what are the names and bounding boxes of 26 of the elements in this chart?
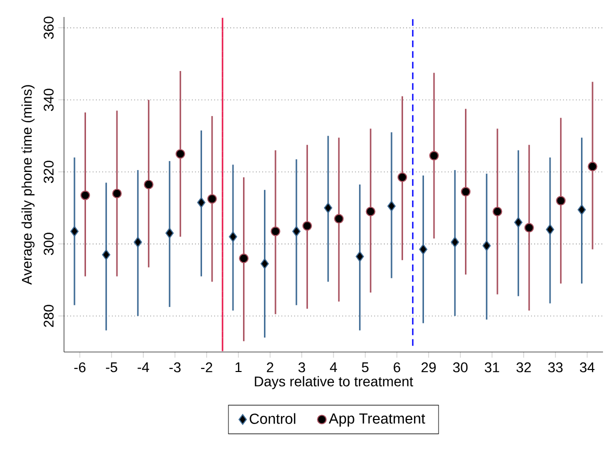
- x-axis-title: Days relative to treatment: [254, 376, 414, 390]
- y-axis-title: Average daily phone time (mins): [21, 85, 35, 285]
- x-tick-label: 1: [236, 362, 242, 372]
- x-tick-label: 33: [548, 362, 563, 372]
- x-tick-label: -2: [201, 362, 212, 372]
- x-tick-label: -3: [169, 362, 181, 372]
- x-tick-label: -6: [74, 362, 86, 372]
- x-tick-label: 34: [580, 362, 594, 372]
- y-tick-label: 340: [44, 88, 54, 111]
- y-tick-label: 280: [44, 304, 54, 327]
- x-tick-label: 31: [484, 362, 500, 372]
- x-tick-label: 2: [266, 362, 274, 372]
- x-tick-label: 29: [422, 362, 436, 372]
- x-tick-label: 30: [453, 362, 468, 372]
- x-tick-label: 3: [298, 362, 306, 372]
- legend-label: Control: [250, 413, 296, 424]
- y-tick-label: 320: [44, 160, 54, 184]
- x-tick-label: -5: [106, 362, 118, 372]
- legend-label: App Treatment: [328, 413, 426, 427]
- x-tick-label: 32: [516, 362, 531, 372]
- y-tick-label: 360: [44, 16, 54, 39]
- x-tick-label: -4: [138, 362, 150, 372]
- y-tick-label: 300: [44, 232, 54, 256]
- x-tick-label: 4: [330, 362, 337, 372]
- x-tick-label: 6: [394, 362, 400, 372]
- x-tick-label: 5: [362, 362, 369, 372]
